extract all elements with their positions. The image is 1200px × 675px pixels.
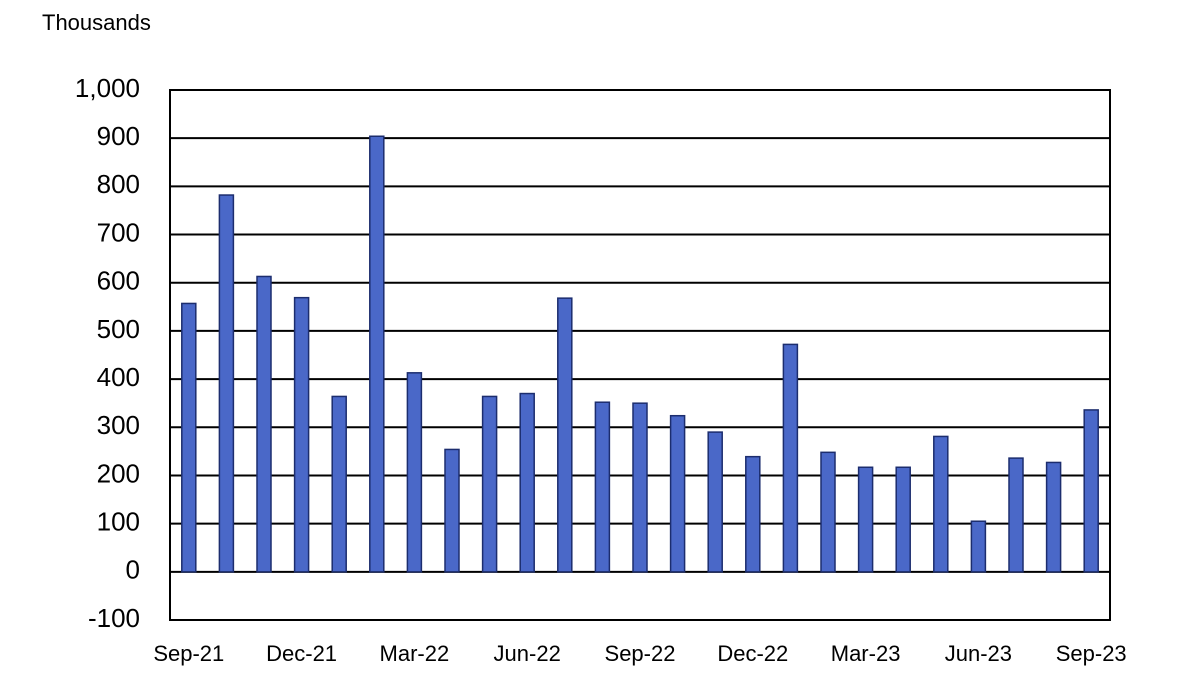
bar bbox=[745, 455, 761, 573]
bar bbox=[256, 275, 272, 573]
y-tick-label: 200 bbox=[97, 458, 140, 488]
y-tick-label: 0 bbox=[126, 555, 140, 585]
x-tick-label: Dec-21 bbox=[266, 641, 337, 666]
x-tick-label: Dec-22 bbox=[717, 641, 788, 666]
x-tick-label: Sep-22 bbox=[605, 641, 676, 666]
bar bbox=[632, 402, 648, 573]
y-tick-label: 500 bbox=[97, 314, 140, 344]
bar bbox=[782, 343, 799, 573]
bar bbox=[1083, 409, 1099, 573]
bar bbox=[1008, 457, 1024, 573]
x-tick-label: Mar-23 bbox=[831, 641, 901, 666]
bar bbox=[707, 431, 723, 573]
bar bbox=[293, 296, 310, 573]
bar bbox=[519, 392, 535, 573]
bar bbox=[895, 466, 911, 573]
x-tick-label: Sep-21 bbox=[153, 641, 224, 666]
bar bbox=[369, 135, 385, 573]
bar bbox=[669, 414, 686, 573]
y-tick-label: 700 bbox=[97, 217, 140, 247]
bar bbox=[933, 435, 949, 573]
x-tick-label: Jun-23 bbox=[945, 641, 1012, 666]
bar bbox=[181, 302, 197, 573]
y-tick-label: 1,000 bbox=[75, 73, 140, 103]
y-tick-label: 600 bbox=[97, 266, 140, 296]
y-tick-label: -100 bbox=[88, 603, 140, 633]
bar bbox=[857, 466, 874, 573]
bar bbox=[820, 451, 836, 573]
bar bbox=[444, 448, 460, 573]
y-tick-label: 400 bbox=[97, 362, 140, 392]
y-tick-label: 300 bbox=[97, 410, 140, 440]
bar bbox=[406, 372, 423, 573]
bar bbox=[970, 520, 987, 573]
bar bbox=[557, 297, 573, 573]
bar bbox=[594, 401, 611, 573]
y-tick-label: 900 bbox=[97, 121, 140, 151]
x-tick-label: Jun-22 bbox=[494, 641, 561, 666]
bar bbox=[1045, 461, 1062, 573]
x-tick-label: Mar-22 bbox=[380, 641, 450, 666]
y-axis-label: Thousands bbox=[42, 10, 151, 35]
bar bbox=[481, 395, 498, 573]
y-tick-label: 100 bbox=[97, 507, 140, 537]
bar bbox=[331, 395, 347, 573]
x-tick-label: Sep-23 bbox=[1056, 641, 1127, 666]
bar bbox=[218, 194, 235, 573]
y-tick-label: 800 bbox=[97, 169, 140, 199]
